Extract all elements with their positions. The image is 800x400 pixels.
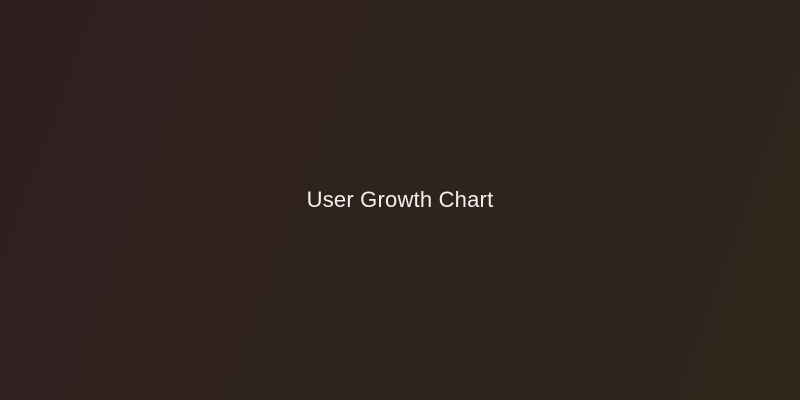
chart-placeholder-label: User Growth Chart [306, 187, 494, 212]
